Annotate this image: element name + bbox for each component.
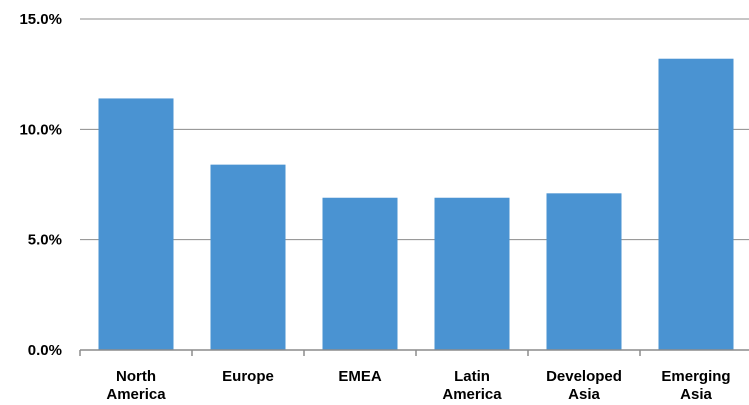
x-category-label: Developed Asia (546, 368, 622, 403)
y-tick-label: 5.0% (28, 232, 62, 249)
x-category-label: EMEA (338, 368, 382, 385)
x-category-label: North America (106, 368, 166, 403)
x-category-label: Europe (222, 368, 274, 385)
y-tick-label: 15.0% (19, 11, 62, 28)
bar (322, 197, 398, 350)
bar (98, 98, 174, 350)
gridlines (80, 18, 749, 241)
bar (434, 197, 510, 350)
axes (79, 349, 749, 356)
x-category-label: Emerging Asia (661, 368, 730, 403)
bar (658, 58, 734, 350)
bar (546, 193, 622, 350)
y-tick-label: 10.0% (19, 121, 62, 138)
x-category-label: Latin America (442, 368, 502, 403)
y-tick-label: 0.0% (28, 342, 62, 359)
bar (210, 164, 286, 350)
y-tick-labels: 0.0% 5.0% 10.0% 15.0% (19, 11, 62, 359)
bars (98, 58, 734, 350)
x-category-labels: North America Europe EMEA Latin America Develo… (106, 368, 730, 403)
